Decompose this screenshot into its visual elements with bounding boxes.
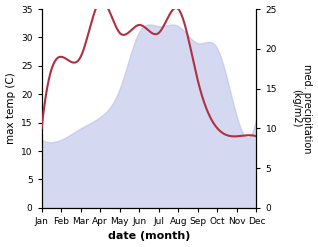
X-axis label: date (month): date (month) xyxy=(108,231,190,242)
Y-axis label: med. precipitation
(kg/m2): med. precipitation (kg/m2) xyxy=(291,64,313,153)
Y-axis label: max temp (C): max temp (C) xyxy=(5,73,16,144)
